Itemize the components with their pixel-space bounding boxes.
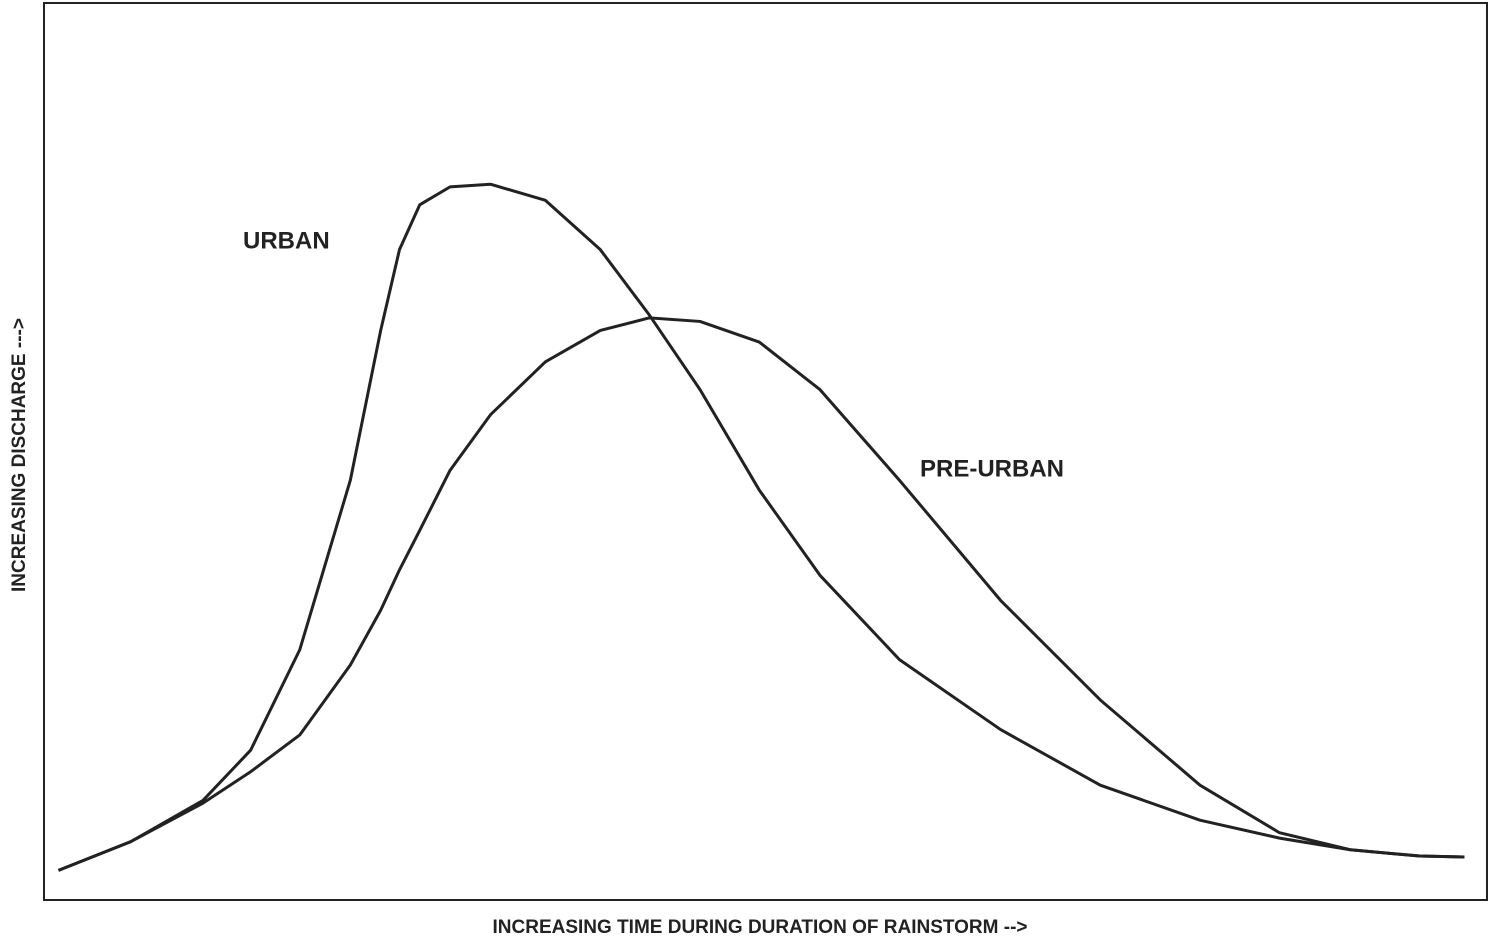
x-axis-label: INCREASING TIME DURING DURATION OF RAINS… — [493, 917, 1028, 938]
annotation: PRE-URBAN — [920, 455, 1064, 482]
line — [57, 182, 1465, 872]
y-axis-label: INCREASING DISCHARGE ---> — [9, 318, 30, 592]
plot-frame — [43, 2, 1488, 901]
line — [57, 316, 1465, 872]
annotation: URBAN — [243, 227, 330, 254]
